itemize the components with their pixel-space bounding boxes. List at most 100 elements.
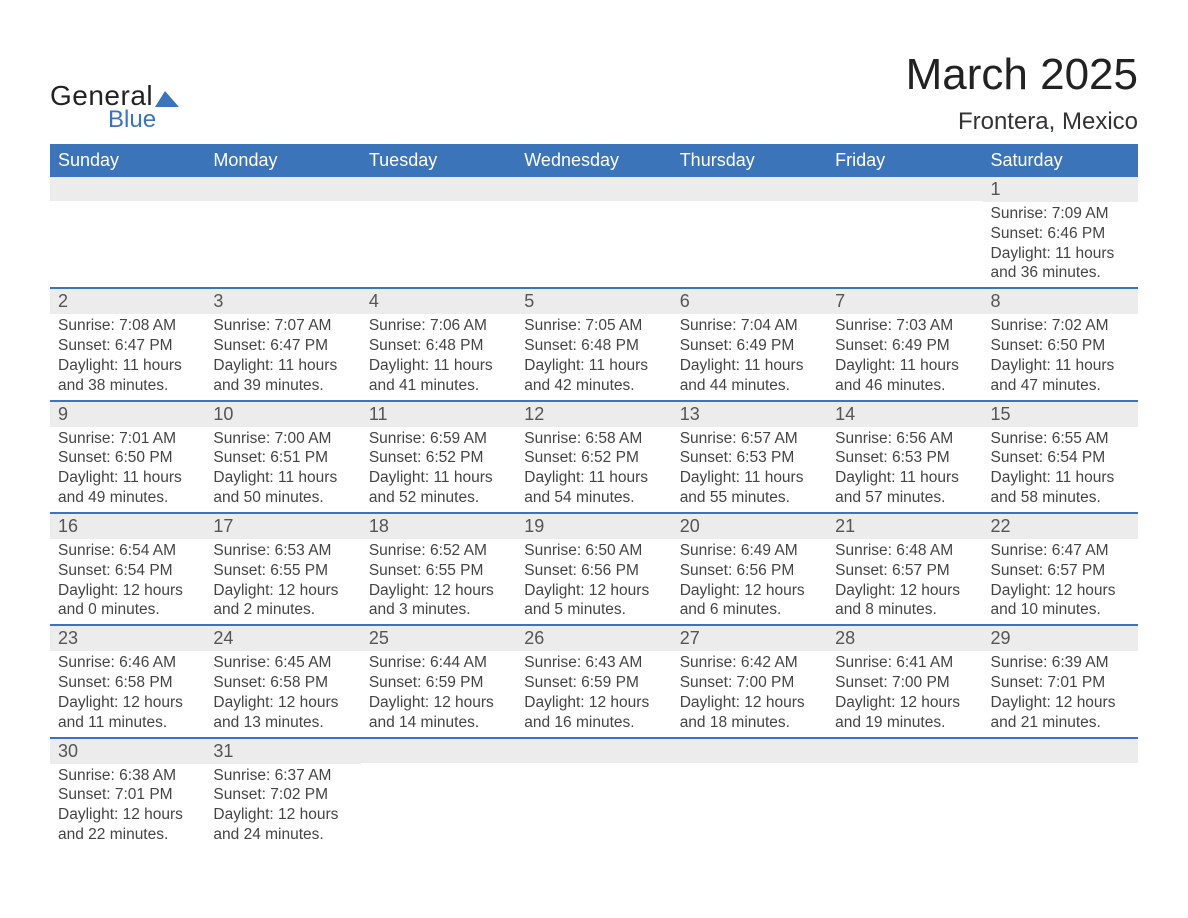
day-number: 7 [827, 289, 982, 314]
day-number: 24 [205, 626, 360, 651]
day-number: 5 [516, 289, 671, 314]
dayname-sunday: Sunday [50, 144, 205, 177]
daylight-text-2: and 54 minutes. [524, 488, 663, 508]
cell-body: Sunrise: 6:38 AMSunset: 7:01 PMDaylight:… [50, 764, 205, 849]
daylight-text-1: Daylight: 11 hours [991, 468, 1130, 488]
day-number: 29 [983, 626, 1138, 651]
sunrise-text: Sunrise: 6:56 AM [835, 429, 974, 449]
calendar-cell: 18Sunrise: 6:52 AMSunset: 6:55 PMDayligh… [361, 514, 516, 624]
sunrise-text: Sunrise: 6:37 AM [213, 766, 352, 786]
daylight-text-1: Daylight: 11 hours [680, 468, 819, 488]
sunrise-text: Sunrise: 6:43 AM [524, 653, 663, 673]
day-number: 14 [827, 402, 982, 427]
weeks-container: 1Sunrise: 7:09 AMSunset: 6:46 PMDaylight… [50, 177, 1138, 849]
calendar-cell: 2Sunrise: 7:08 AMSunset: 6:47 PMDaylight… [50, 289, 205, 399]
sunrise-text: Sunrise: 7:01 AM [58, 429, 197, 449]
sunrise-text: Sunrise: 6:44 AM [369, 653, 508, 673]
day-number: 21 [827, 514, 982, 539]
day-number [50, 177, 205, 201]
cell-body [516, 201, 671, 279]
cell-body: Sunrise: 6:43 AMSunset: 6:59 PMDaylight:… [516, 651, 671, 736]
sunset-text: Sunset: 6:47 PM [58, 336, 197, 356]
sunrise-text: Sunrise: 6:57 AM [680, 429, 819, 449]
calendar-cell: 10Sunrise: 7:00 AMSunset: 6:51 PMDayligh… [205, 402, 360, 512]
daylight-text-2: and 11 minutes. [58, 713, 197, 733]
calendar-cell-empty [361, 177, 516, 287]
cell-body: Sunrise: 7:01 AMSunset: 6:50 PMDaylight:… [50, 427, 205, 512]
week-row: 1Sunrise: 7:09 AMSunset: 6:46 PMDaylight… [50, 177, 1138, 289]
daylight-text-1: Daylight: 11 hours [213, 468, 352, 488]
cell-body: Sunrise: 6:56 AMSunset: 6:53 PMDaylight:… [827, 427, 982, 512]
sunset-text: Sunset: 6:59 PM [369, 673, 508, 693]
cell-body: Sunrise: 7:02 AMSunset: 6:50 PMDaylight:… [983, 314, 1138, 399]
sunrise-text: Sunrise: 7:08 AM [58, 316, 197, 336]
sunset-text: Sunset: 6:58 PM [58, 673, 197, 693]
sunset-text: Sunset: 6:51 PM [213, 448, 352, 468]
cell-body: Sunrise: 7:06 AMSunset: 6:48 PMDaylight:… [361, 314, 516, 399]
cell-body: Sunrise: 7:07 AMSunset: 6:47 PMDaylight:… [205, 314, 360, 399]
sunset-text: Sunset: 6:52 PM [524, 448, 663, 468]
sunset-text: Sunset: 7:00 PM [680, 673, 819, 693]
calendar-cell: 22Sunrise: 6:47 AMSunset: 6:57 PMDayligh… [983, 514, 1138, 624]
sunset-text: Sunset: 6:57 PM [991, 561, 1130, 581]
day-number [827, 177, 982, 201]
location-label: Frontera, Mexico [906, 108, 1138, 136]
sunset-text: Sunset: 6:49 PM [835, 336, 974, 356]
calendar-cell: 24Sunrise: 6:45 AMSunset: 6:58 PMDayligh… [205, 626, 360, 736]
sunset-text: Sunset: 6:59 PM [524, 673, 663, 693]
cell-body: Sunrise: 6:41 AMSunset: 7:00 PMDaylight:… [827, 651, 982, 736]
day-header-row: Sunday Monday Tuesday Wednesday Thursday… [50, 144, 1138, 177]
sunrise-text: Sunrise: 6:47 AM [991, 541, 1130, 561]
day-number: 10 [205, 402, 360, 427]
sunrise-text: Sunrise: 6:59 AM [369, 429, 508, 449]
cell-body: Sunrise: 6:45 AMSunset: 6:58 PMDaylight:… [205, 651, 360, 736]
daylight-text-1: Daylight: 12 hours [58, 805, 197, 825]
daylight-text-1: Daylight: 11 hours [835, 356, 974, 376]
calendar-cell-empty [205, 177, 360, 287]
sunrise-text: Sunrise: 7:02 AM [991, 316, 1130, 336]
daylight-text-2: and 13 minutes. [213, 713, 352, 733]
day-number [827, 739, 982, 763]
daylight-text-2: and 24 minutes. [213, 825, 352, 845]
daylight-text-2: and 10 minutes. [991, 600, 1130, 620]
cell-body [672, 763, 827, 841]
daylight-text-1: Daylight: 12 hours [991, 581, 1130, 601]
sunset-text: Sunset: 6:55 PM [369, 561, 508, 581]
sunset-text: Sunset: 7:01 PM [58, 785, 197, 805]
dayname-monday: Monday [205, 144, 360, 177]
page-header: General Blue March 2025 Frontera, Mexico [50, 50, 1138, 136]
cell-body: Sunrise: 6:49 AMSunset: 6:56 PMDaylight:… [672, 539, 827, 624]
calendar-cell: 16Sunrise: 6:54 AMSunset: 6:54 PMDayligh… [50, 514, 205, 624]
day-number: 31 [205, 739, 360, 764]
daylight-text-1: Daylight: 12 hours [58, 693, 197, 713]
calendar-cell: 5Sunrise: 7:05 AMSunset: 6:48 PMDaylight… [516, 289, 671, 399]
cell-body [361, 763, 516, 841]
cell-body: Sunrise: 6:59 AMSunset: 6:52 PMDaylight:… [361, 427, 516, 512]
daylight-text-1: Daylight: 11 hours [835, 468, 974, 488]
cell-body: Sunrise: 6:54 AMSunset: 6:54 PMDaylight:… [50, 539, 205, 624]
cell-body [205, 201, 360, 279]
calendar-cell: 11Sunrise: 6:59 AMSunset: 6:52 PMDayligh… [361, 402, 516, 512]
cell-body: Sunrise: 7:08 AMSunset: 6:47 PMDaylight:… [50, 314, 205, 399]
day-number: 18 [361, 514, 516, 539]
sunrise-text: Sunrise: 6:49 AM [680, 541, 819, 561]
cell-body [361, 201, 516, 279]
daylight-text-2: and 6 minutes. [680, 600, 819, 620]
cell-body: Sunrise: 7:00 AMSunset: 6:51 PMDaylight:… [205, 427, 360, 512]
calendar-cell: 25Sunrise: 6:44 AMSunset: 6:59 PMDayligh… [361, 626, 516, 736]
calendar-cell: 14Sunrise: 6:56 AMSunset: 6:53 PMDayligh… [827, 402, 982, 512]
sunrise-text: Sunrise: 6:41 AM [835, 653, 974, 673]
sunset-text: Sunset: 6:57 PM [835, 561, 974, 581]
sunrise-text: Sunrise: 6:52 AM [369, 541, 508, 561]
day-number [672, 739, 827, 763]
calendar-cell: 4Sunrise: 7:06 AMSunset: 6:48 PMDaylight… [361, 289, 516, 399]
calendar-cell-empty [672, 177, 827, 287]
sunset-text: Sunset: 6:52 PM [369, 448, 508, 468]
sunset-text: Sunset: 7:02 PM [213, 785, 352, 805]
cell-body: Sunrise: 6:55 AMSunset: 6:54 PMDaylight:… [983, 427, 1138, 512]
daylight-text-2: and 14 minutes. [369, 713, 508, 733]
week-row: 30Sunrise: 6:38 AMSunset: 7:01 PMDayligh… [50, 739, 1138, 849]
sunrise-text: Sunrise: 7:04 AM [680, 316, 819, 336]
calendar-cell: 7Sunrise: 7:03 AMSunset: 6:49 PMDaylight… [827, 289, 982, 399]
cell-body [827, 201, 982, 279]
